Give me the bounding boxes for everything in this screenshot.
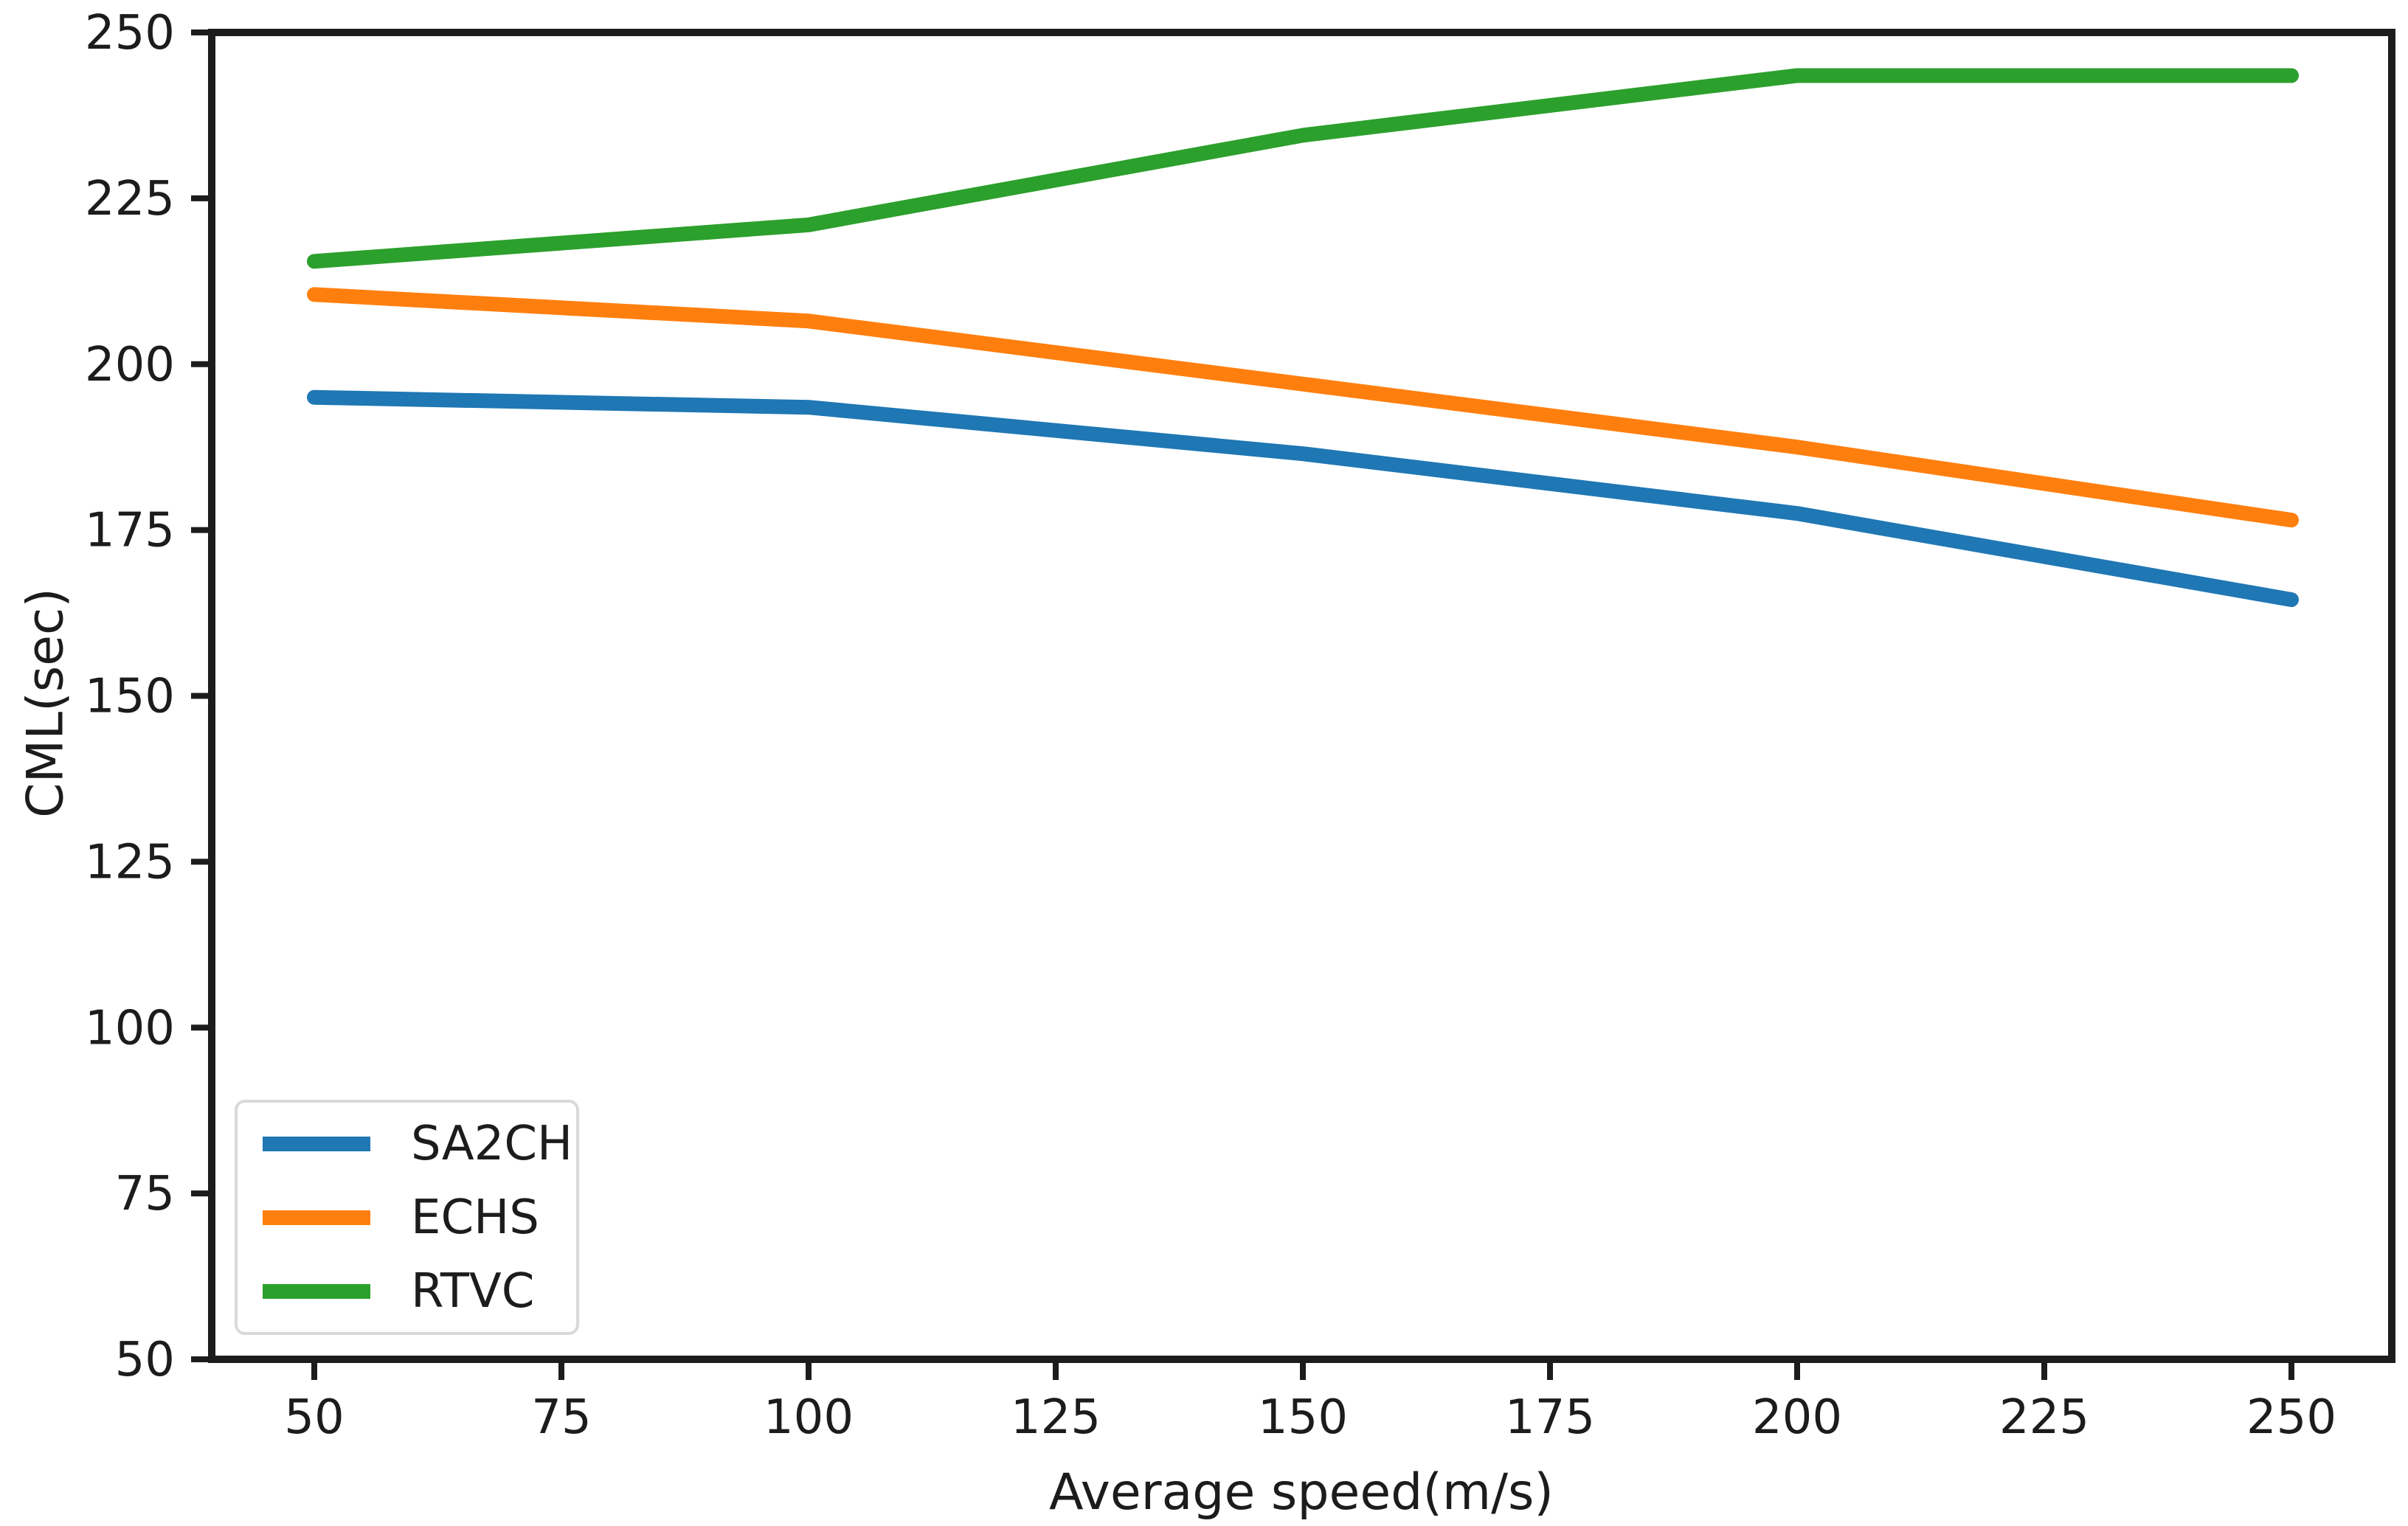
x-tick-label: 125 — [1011, 1390, 1101, 1445]
legend-label: ECHS — [411, 1190, 539, 1245]
legend-line-swatch-sa2ch — [263, 1136, 370, 1151]
series-line-sa2ch — [307, 389, 2299, 608]
x-tick-label: 100 — [764, 1390, 854, 1445]
legend-label: RTVC — [411, 1263, 535, 1319]
x-tick-label: 225 — [1999, 1390, 2089, 1445]
y-tick-label: 200 — [85, 338, 175, 392]
y-axis-label: CML(sec) — [16, 588, 75, 818]
legend-item-rtvc: RTVC — [238, 1255, 576, 1328]
chart-legend: SA2CH ECHS RTVC — [235, 1100, 579, 1335]
y-tick-label: 250 — [85, 6, 175, 60]
x-tick-label: 75 — [531, 1390, 591, 1445]
legend-label: SA2CH — [411, 1116, 573, 1171]
legend-item-sa2ch: SA2CH — [238, 1107, 576, 1181]
y-tick-label: 75 — [115, 1167, 175, 1221]
x-tick-label: 200 — [1752, 1390, 1842, 1445]
x-tick-label: 150 — [1258, 1390, 1348, 1445]
y-tick-label: 125 — [85, 835, 175, 889]
legend-line-swatch-echs — [263, 1210, 370, 1225]
series-line-rtvc — [307, 68, 2299, 269]
x-axis-label: Average speed(m/s) — [1049, 1463, 1554, 1522]
y-tick-label: 225 — [85, 172, 175, 226]
y-tick-label: 150 — [85, 670, 175, 724]
y-tick-label: 100 — [85, 1001, 175, 1055]
y-tick-label: 50 — [115, 1333, 175, 1387]
legend-item-echs: ECHS — [238, 1181, 576, 1255]
x-tick-label: 175 — [1505, 1390, 1595, 1445]
legend-line-swatch-rtvc — [263, 1283, 370, 1299]
y-tick-label: 175 — [85, 504, 175, 558]
x-tick-label: 250 — [2246, 1390, 2336, 1445]
x-tick-label: 50 — [284, 1390, 344, 1445]
series-line-echs — [307, 287, 2299, 528]
